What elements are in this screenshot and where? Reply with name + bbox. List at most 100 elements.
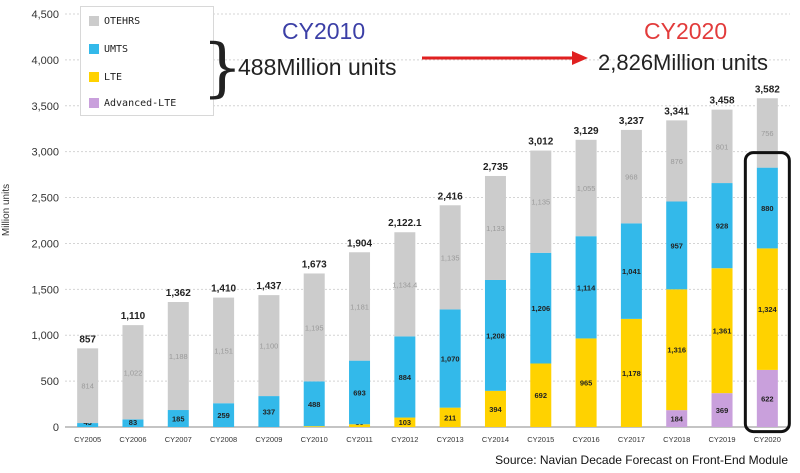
- data-label: 337: [263, 408, 276, 417]
- bar-segment-umts: [303, 381, 325, 427]
- x-tick-label: CY2010: [301, 435, 328, 444]
- bar-segment-otehrs: [620, 129, 642, 224]
- data-label: 1,135: [531, 198, 550, 207]
- bars: 43814857831,0221,1101851,1881,3622591,15…: [77, 84, 780, 427]
- total-label: 3,129: [574, 126, 599, 137]
- data-label: 1,324: [758, 305, 778, 314]
- data-label: 1,135: [441, 253, 460, 262]
- legend-label-lte: LTE: [104, 71, 123, 83]
- legend-item-advanced-lte: Advanced-LTE: [89, 95, 176, 111]
- bar-segment-otehrs: [122, 325, 144, 420]
- bar-segment-lte: [394, 417, 416, 427]
- bar-stack-cy2006: 83 1,022 1,110: [121, 311, 146, 427]
- bar-segment-lte: [439, 407, 461, 427]
- bar-segment-umts: [394, 336, 416, 418]
- bar-segment-umts: [258, 396, 280, 427]
- bar-segment-otehrs: [77, 348, 99, 424]
- total-label: 1,410: [211, 284, 236, 295]
- bar-segment-otehrs: [303, 273, 325, 382]
- bar-stack-cy2016: 965 1,114 1,055 3,129: [574, 126, 599, 427]
- cy2010-units: 488Million units: [238, 54, 397, 80]
- data-label: 259: [217, 411, 230, 420]
- total-label: 3,582: [755, 84, 780, 95]
- bar-segment-advanced-lte: [666, 410, 688, 427]
- bar-stack-cy2009: 337 1,100 1,437: [256, 281, 282, 427]
- bar-stack-cy2014: 394 1,208 1,133 2,735: [483, 162, 508, 427]
- x-tick-label: CY2016: [573, 435, 600, 444]
- bar-segment-lte: [303, 426, 325, 427]
- data-label: 928: [716, 222, 729, 231]
- data-label: 1,114: [577, 283, 596, 292]
- x-tick-label: CY2011: [346, 435, 373, 444]
- legend-label-otehrs: OTEHRS: [104, 15, 141, 27]
- x-tick-label: CY2020: [754, 435, 781, 444]
- data-label: 1,151: [214, 346, 233, 355]
- data-label: 965: [580, 379, 593, 388]
- bar-segment-umts: [530, 252, 552, 364]
- data-label: 1,041: [622, 267, 641, 276]
- x-tick-label: CY2018: [663, 435, 690, 444]
- bar-segment-otehrs: [258, 295, 280, 397]
- bar-segment-lte: [530, 363, 552, 427]
- y-tick-label: 4,000: [31, 55, 59, 67]
- data-label: 1,022: [124, 368, 143, 377]
- bar-segment-otehrs: [394, 232, 416, 337]
- bar-segment-umts: [575, 236, 597, 339]
- cy2010-heading: CY2010: [282, 18, 366, 44]
- bar-segment-lte: [349, 424, 371, 427]
- data-label: 884: [399, 373, 412, 382]
- bar-segment-advanced-lte: [756, 369, 778, 427]
- total-label: 1,437: [256, 281, 281, 292]
- total-label: 2,416: [438, 191, 463, 202]
- bar-segment-otehrs: [167, 301, 189, 411]
- total-label: 2,735: [483, 162, 508, 173]
- bar-segment-umts: [213, 403, 235, 427]
- x-tick-label: CY2005: [74, 435, 101, 444]
- y-tick-label: 0: [53, 422, 59, 434]
- bar-segment-otehrs: [756, 98, 778, 168]
- total-label: 857: [79, 334, 96, 345]
- data-label: 211: [444, 413, 456, 422]
- bar-segment-umts: [349, 360, 371, 425]
- data-label: 1,133: [486, 224, 505, 233]
- bar-segment-umts: [77, 423, 99, 427]
- legend: OTEHRS UMTS LTE Advanced-LTE: [80, 6, 214, 116]
- data-label: 692: [535, 391, 548, 400]
- total-label: 2,122.1: [388, 218, 422, 229]
- bar-segment-otehrs: [349, 252, 371, 361]
- total-label: 1,904: [347, 238, 372, 249]
- bar-segment-umts: [484, 279, 506, 391]
- data-label: 394: [489, 405, 502, 414]
- data-label: 369: [716, 406, 729, 415]
- bar-segment-lte: [484, 390, 506, 427]
- data-label: 185: [172, 415, 185, 424]
- x-tick-label: CY2019: [708, 435, 735, 444]
- data-label: 957: [670, 241, 683, 250]
- legend-item-lte: LTE: [89, 69, 122, 85]
- red-arrow-icon: [422, 51, 588, 65]
- total-label: 3,341: [664, 106, 689, 117]
- data-label: 103: [399, 418, 412, 427]
- cy2020-highlight-box: [743, 151, 791, 434]
- y-tick-label: 4,500: [31, 9, 59, 21]
- bar-segment-umts: [167, 410, 189, 427]
- total-label: 3,012: [528, 137, 553, 148]
- bar-segment-umts: [122, 419, 144, 427]
- data-label: 756: [761, 129, 774, 138]
- bar-stack-cy2012: 103 884 1,134.4 2,122.1: [388, 218, 422, 427]
- legend-swatch-advanced-lte: [89, 98, 99, 108]
- bar-segment-lte: [666, 289, 688, 411]
- brace-icon: }: [202, 31, 243, 105]
- cy2020-units: 2,826Million units: [598, 50, 768, 75]
- x-tick-label: CY2009: [255, 435, 282, 444]
- x-tick-label: CY2015: [527, 435, 554, 444]
- x-tick-label: CY2006: [119, 435, 146, 444]
- bar-stack-cy2019: 369 1,361 928 801 3,458: [710, 96, 735, 427]
- data-label: 1,206: [531, 304, 550, 313]
- data-label: 83: [129, 418, 137, 427]
- data-label: 1,195: [305, 323, 324, 332]
- bar-segment-otehrs: [213, 297, 235, 404]
- total-label: 3,458: [710, 96, 735, 107]
- total-label: 1,362: [166, 288, 191, 299]
- y-tick-label: 1,500: [31, 284, 59, 296]
